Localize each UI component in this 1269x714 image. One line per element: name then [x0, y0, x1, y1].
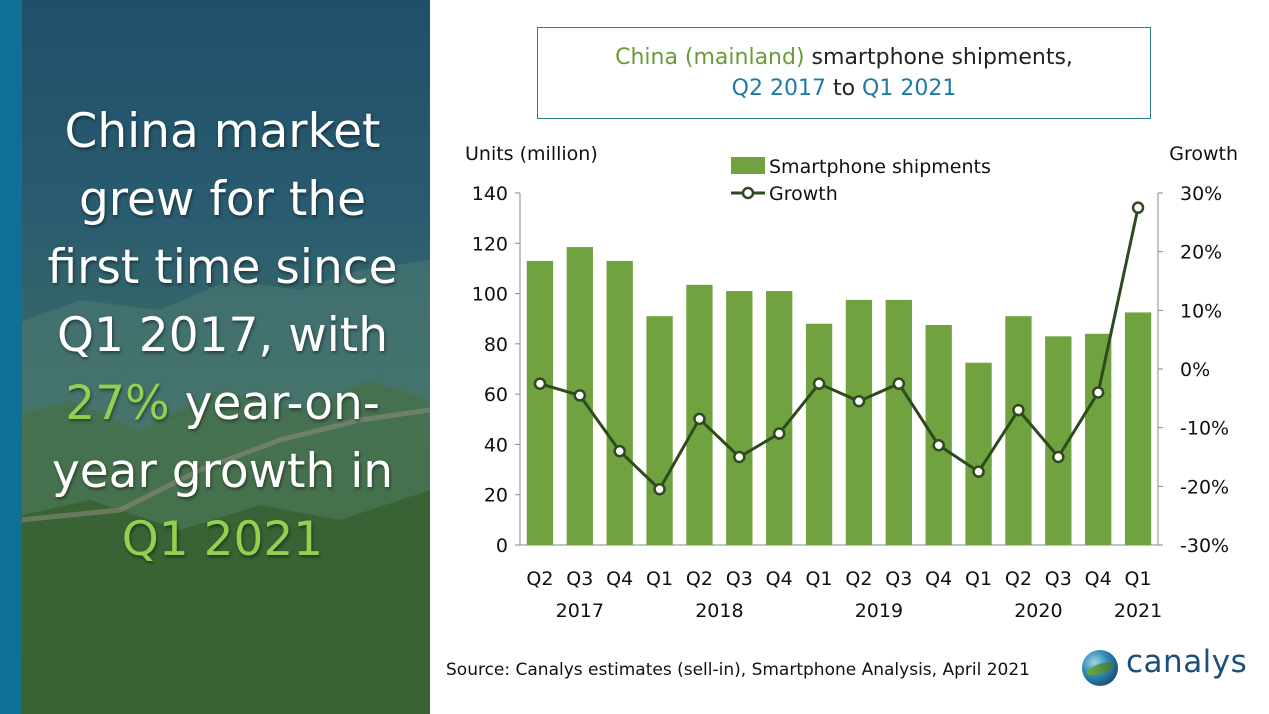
y-tick-label-right: -30% [1180, 535, 1229, 557]
headline-line: grew for the [78, 172, 367, 227]
growth-point [892, 377, 906, 390]
x-tick-label: Q1 [1125, 568, 1152, 590]
bar-shipments [646, 316, 673, 545]
headline: China market grew for the first time sin… [30, 98, 415, 574]
title-connector: to [825, 76, 863, 101]
x-year-label: 2019 [855, 600, 903, 622]
y-tick-label-left: 100 [472, 284, 508, 306]
x-tick-label: Q2 [686, 568, 713, 590]
growth-point [1131, 201, 1145, 214]
growth-point [812, 377, 826, 390]
x-tick-label: Q1 [646, 568, 673, 590]
x-year-label: 2021 [1114, 600, 1162, 622]
bar-shipments [726, 291, 753, 545]
y-tick-label-left: 120 [472, 233, 508, 255]
growth-point [653, 483, 666, 496]
x-tick-label: Q2 [1005, 568, 1032, 590]
bar-shipments [1005, 316, 1032, 545]
source-note: Source: Canalys estimates (sell-in), Sma… [446, 660, 1030, 680]
y-tick-label-left: 40 [484, 434, 508, 456]
bar-shipments [606, 260, 633, 545]
growth-point [772, 427, 786, 440]
x-tick-label: Q4 [606, 568, 633, 590]
growth-point [533, 377, 547, 390]
growth-point [852, 395, 866, 408]
bar-shipments [845, 299, 873, 545]
x-year-label: 2020 [1014, 600, 1062, 622]
x-tick-label: Q2 [845, 568, 872, 590]
x-year-label: 2017 [556, 600, 604, 622]
title-start-quarter: Q2 2017 [731, 76, 826, 101]
title-end-quarter: Q1 2021 [862, 76, 957, 101]
headline-line: Q1 2021 [30, 506, 415, 574]
x-tick-label: Q3 [1045, 568, 1072, 590]
growth-point [1012, 403, 1025, 417]
y-axis-label-right: Growth [1169, 143, 1238, 165]
y-tick-label-left: 20 [484, 485, 508, 507]
chart-title-line2: Q2 2017 to Q1 2021 [538, 73, 1150, 104]
bar-shipments [526, 260, 554, 545]
combo-chart: 0 20 40 60 80 100 120 140 -30% -20% -10% 0% 10% 20% 30… [465, 143, 1238, 622]
headline-line: China market [64, 104, 381, 159]
x-tick-label: Q4 [766, 568, 793, 590]
headline-highlight-percent: 27% [65, 376, 170, 431]
y-tick-label-right: -10% [1180, 418, 1229, 440]
x-tick-label: Q2 [526, 568, 553, 590]
legend-label-growth: Growth [769, 183, 838, 205]
chart-title-line1: China (mainland) smartphone shipments, [538, 42, 1150, 73]
bar-shipments [805, 323, 833, 545]
y-tick-label-right: -20% [1180, 476, 1229, 498]
growth-point [1091, 386, 1105, 399]
x-tick-label: Q1 [806, 568, 833, 590]
headline-line: first time since [47, 240, 398, 295]
bar-shipments [885, 299, 912, 545]
bar-shipments [1085, 333, 1112, 545]
headline-line: year growth in [51, 444, 394, 499]
x-tick-label: Q3 [885, 568, 912, 590]
legend-swatch-marker [741, 186, 755, 200]
background-image-panel: China market grew for the first time sin… [0, 0, 430, 714]
bar-shipments [925, 325, 952, 545]
y-tick-label-right: 0% [1180, 359, 1210, 381]
x-tick-label: Q4 [925, 568, 952, 590]
bar-shipments [1124, 312, 1152, 545]
x-tick-label: Q3 [726, 568, 753, 590]
x-year-label: 2018 [695, 600, 743, 622]
headline-line: 27% year-on- [30, 370, 415, 438]
headline-line: Q1 2017, with [56, 308, 389, 363]
bar-shipments [965, 362, 992, 545]
growth-point [1052, 450, 1065, 464]
title-text: smartphone shipments, [804, 45, 1073, 70]
headline-text: year-on- [169, 376, 380, 431]
y-tick-label-right: 30% [1180, 183, 1222, 205]
y-tick-label-left: 140 [472, 183, 508, 205]
chart-title: China (mainland) smartphone shipments, Q… [537, 27, 1151, 119]
x-tick-label: Q4 [1085, 568, 1112, 590]
logo-wordmark: canalys [1126, 644, 1248, 680]
x-tick-label: Q3 [566, 568, 593, 590]
accent-strip [0, 0, 22, 714]
growth-point [573, 389, 587, 402]
y-tick-label-left: 0 [496, 535, 508, 557]
bar-shipments [766, 291, 793, 545]
y-tick-label-right: 10% [1180, 300, 1222, 322]
growth-point [972, 465, 985, 478]
growth-point [733, 450, 746, 464]
growth-line [539, 207, 1140, 492]
globe-icon [1082, 650, 1118, 686]
title-region: China (mainland) [615, 45, 805, 70]
x-tick-label: Q1 [965, 568, 992, 590]
great-wall-landscape [0, 260, 430, 714]
legend-swatch-bar [731, 157, 765, 174]
legend-label-shipments: Smartphone shipments [769, 156, 991, 178]
y-tick-label-left: 80 [484, 334, 508, 356]
y-axis-label-left: Units (million) [465, 143, 598, 165]
y-tick-label-right: 20% [1180, 242, 1222, 264]
y-tick-label-left: 60 [484, 384, 508, 406]
headline-highlight-quarter: Q1 2021 [121, 512, 324, 567]
growth-point [693, 412, 706, 426]
growth-point [932, 439, 945, 452]
growth-point [613, 444, 626, 458]
